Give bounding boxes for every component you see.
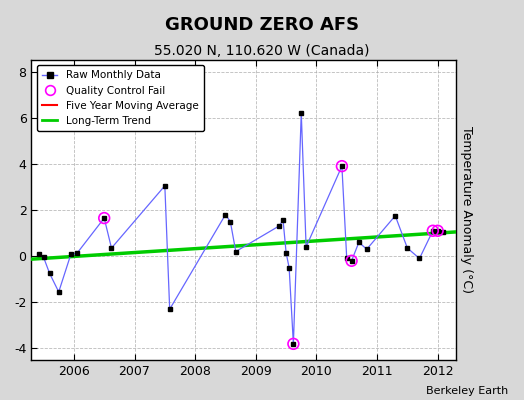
Point [100, 215, 108, 221]
Point [429, 228, 437, 234]
Y-axis label: Temperature Anomaly (°C): Temperature Anomaly (°C) [460, 126, 473, 294]
Text: GROUND ZERO AFS: GROUND ZERO AFS [165, 16, 359, 34]
Point [347, 258, 356, 264]
Point [289, 341, 298, 347]
Text: 55.020 N, 110.620 W (Canada): 55.020 N, 110.620 W (Canada) [154, 44, 370, 58]
Point [337, 163, 346, 169]
Point [433, 228, 442, 234]
Legend: Raw Monthly Data, Quality Control Fail, Five Year Moving Average, Long-Term Tren: Raw Monthly Data, Quality Control Fail, … [37, 65, 204, 131]
Text: Berkeley Earth: Berkeley Earth [426, 386, 508, 396]
